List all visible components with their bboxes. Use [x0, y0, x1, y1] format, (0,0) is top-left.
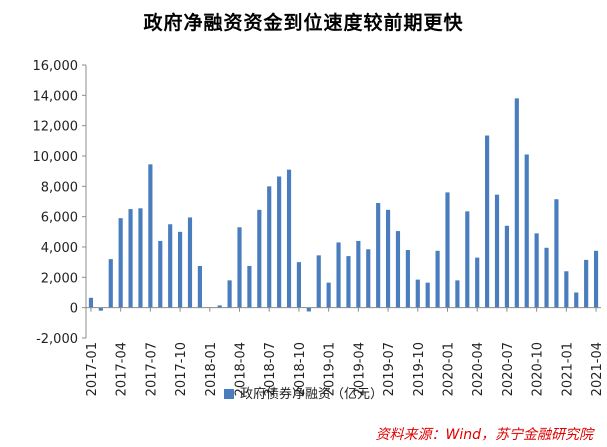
- bar: [336, 242, 341, 308]
- bar: [227, 280, 232, 308]
- x-tick-label: 2019-07: [382, 342, 397, 396]
- bar: [514, 98, 519, 308]
- x-tick-label: 2020-01: [441, 342, 456, 396]
- bar: [475, 257, 480, 308]
- bar: [574, 292, 579, 308]
- x-tick-label: 2018-10: [293, 342, 308, 396]
- bar: [405, 250, 410, 308]
- bar: [366, 249, 371, 308]
- bar: [286, 169, 292, 308]
- bar: [257, 209, 262, 308]
- bar: [445, 192, 450, 308]
- chart-title: 政府净融资资金到位速度较前期更快: [143, 12, 464, 34]
- bar: [108, 259, 113, 308]
- bar: [524, 154, 529, 308]
- x-tick-label: 2020-04: [471, 342, 486, 396]
- bar: [237, 227, 242, 308]
- bar: [376, 203, 381, 308]
- x-tick-label: 2018-04: [234, 342, 249, 396]
- y-tick-label: 8,000: [41, 180, 78, 195]
- bar: [385, 209, 391, 308]
- bar: [415, 279, 420, 308]
- bar: [168, 224, 173, 308]
- y-tick-label: 6,000: [41, 211, 78, 226]
- bar: [593, 250, 599, 308]
- y-tick-label: 2,000: [41, 271, 78, 286]
- x-tick-label: 2019-10: [412, 342, 427, 396]
- x-tick-label: 2018-07: [263, 342, 278, 396]
- bar: [465, 211, 470, 308]
- bar: [455, 280, 460, 308]
- x-tick-label: 2021-04: [590, 342, 605, 396]
- legend-label: 政府债券净融资（亿元）: [239, 387, 383, 402]
- bar: [584, 259, 589, 308]
- source-note: 资料来源：Wind，苏宁金融研究院: [375, 427, 594, 443]
- x-tick-label: 2020-07: [501, 342, 516, 396]
- bar: [346, 256, 351, 308]
- y-tick-label: 16,000: [33, 59, 79, 74]
- legend-swatch: [223, 389, 234, 399]
- bar: [128, 209, 133, 308]
- x-tick-label: 2017-07: [144, 342, 159, 396]
- chart-legend: 政府债券净融资（亿元）: [0, 383, 607, 402]
- y-tick-label: 14,000: [33, 89, 79, 104]
- bar: [554, 199, 559, 308]
- bar: [435, 250, 440, 308]
- x-tick-label: 2018-01: [204, 342, 219, 396]
- y-tick-label: -2,000: [36, 332, 78, 347]
- bar: [326, 282, 331, 308]
- bar: [425, 282, 430, 308]
- bar: [544, 247, 549, 308]
- bar: [504, 225, 509, 308]
- bar: [356, 240, 361, 308]
- x-tick-label: 2017-04: [115, 342, 130, 396]
- x-tick-label: 2019-01: [323, 342, 338, 396]
- bar: [267, 186, 272, 308]
- bar: [494, 194, 500, 308]
- bar: [187, 217, 193, 308]
- y-tick-label: 12,000: [33, 120, 79, 135]
- y-tick-label: 10,000: [33, 150, 79, 165]
- bar: [138, 208, 143, 308]
- bar: [178, 231, 183, 308]
- bar: [534, 233, 539, 308]
- bar: [395, 231, 401, 308]
- bar: [158, 240, 163, 308]
- x-tick-label: 2020-10: [531, 342, 546, 396]
- bar: [316, 255, 321, 308]
- bar: [148, 164, 153, 308]
- y-tick-label: 0: [70, 302, 78, 317]
- bar: [485, 135, 490, 308]
- bar: [247, 265, 252, 308]
- bar: [88, 297, 94, 308]
- bar: [98, 307, 103, 311]
- x-tick-label: 2017-01: [85, 342, 100, 396]
- y-tick-label: 4,000: [41, 241, 78, 256]
- x-tick-label: 2021-01: [560, 342, 575, 396]
- bar: [296, 262, 302, 308]
- x-tick-label: 2017-10: [174, 342, 189, 396]
- bar: [277, 176, 282, 308]
- x-tick-label: 2019-04: [352, 342, 367, 396]
- bar: [564, 271, 569, 308]
- bar: [217, 305, 222, 308]
- bar: [197, 265, 202, 308]
- bar: [306, 307, 311, 312]
- bar: [118, 218, 123, 308]
